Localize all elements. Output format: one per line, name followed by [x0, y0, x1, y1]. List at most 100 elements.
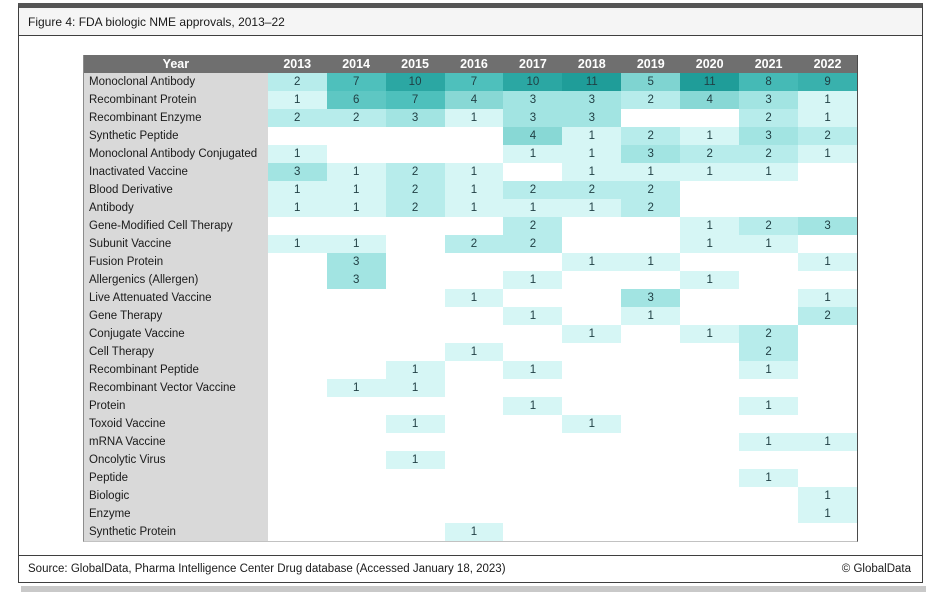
heatmap-row: Blood Derivative 1 1 2 1 2 2 2 — [84, 181, 857, 199]
heatmap-cell: 1 — [267, 199, 327, 217]
heatmap-cell — [562, 271, 622, 289]
heatmap-cell — [385, 325, 445, 343]
year-column-header: 2021 — [739, 55, 799, 73]
heatmap-cell — [444, 505, 504, 523]
heatmap-cell — [503, 289, 563, 307]
heatmap-cell: 1 — [326, 181, 386, 199]
heatmap-row: Recombinant Protein 1 6 7 4 3 3 2 4 3 1 — [84, 91, 857, 109]
heatmap-cell — [326, 505, 386, 523]
heatmap-cell — [267, 271, 327, 289]
heatmap-cell — [444, 487, 504, 505]
year-column-header: 2014 — [326, 55, 386, 73]
row-label: Enzyme — [84, 505, 268, 523]
heatmap-cell — [562, 361, 622, 379]
heatmap-cell — [267, 523, 327, 541]
heatmap-cell — [680, 469, 740, 487]
heatmap-row: Protein 1 1 — [84, 397, 857, 415]
heatmap-cell — [267, 415, 327, 433]
heatmap-cell — [503, 523, 563, 541]
heatmap-row: Enzyme 1 — [84, 505, 857, 523]
heatmap-cell — [326, 145, 386, 163]
heatmap-cell — [326, 487, 386, 505]
heatmap-cell — [267, 253, 327, 271]
heatmap-cell: 2 — [562, 181, 622, 199]
heatmap-cell — [385, 487, 445, 505]
heatmap-cell — [562, 505, 622, 523]
heatmap-cell — [267, 127, 327, 145]
row-label: Peptide — [84, 469, 268, 487]
heatmap-cell — [444, 253, 504, 271]
heatmap-cell — [680, 451, 740, 469]
heatmap-cell: 4 — [503, 127, 563, 145]
year-corner-header: Year — [84, 55, 268, 73]
heatmap-cell: 1 — [267, 145, 327, 163]
heatmap-cell: 1 — [267, 91, 327, 109]
year-column-header: 2017 — [503, 55, 563, 73]
row-label: Antibody — [84, 199, 268, 217]
heatmap-cell — [326, 307, 386, 325]
heatmap-cell — [385, 343, 445, 361]
heatmap-cell: 5 — [621, 73, 681, 91]
heatmap-cell — [503, 379, 563, 397]
heatmap-row: Recombinant Peptide 1 1 1 — [84, 361, 857, 379]
heatmap-cell — [562, 343, 622, 361]
heatmap-cell — [444, 307, 504, 325]
heatmap-cell: 1 — [562, 145, 622, 163]
heatmap-cell: 1 — [798, 505, 857, 523]
row-label: Gene Therapy — [84, 307, 268, 325]
heatmap-cell — [326, 451, 386, 469]
heatmap-row: Synthetic Peptide 4 1 2 1 3 2 — [84, 127, 857, 145]
heatmap-cell: 1 — [739, 163, 799, 181]
heatmap-cell: 1 — [326, 235, 386, 253]
heatmap-cell — [503, 343, 563, 361]
heatmap-cell — [444, 415, 504, 433]
heatmap-cell: 1 — [444, 199, 504, 217]
heatmap-cell: 1 — [444, 343, 504, 361]
heatmap-cell — [798, 199, 857, 217]
heatmap-row: Subunit Vaccine 1 1 2 2 1 1 — [84, 235, 857, 253]
heatmap-cell — [503, 487, 563, 505]
heatmap-cell — [503, 163, 563, 181]
row-label: Protein — [84, 397, 268, 415]
row-label: Fusion Protein — [84, 253, 268, 271]
heatmap-cell — [267, 379, 327, 397]
heatmap-cell: 3 — [503, 109, 563, 127]
heatmap-cell: 1 — [798, 145, 857, 163]
heatmap-cell: 3 — [267, 163, 327, 181]
heatmap-cell — [503, 253, 563, 271]
heatmap-row: Inactivated Vaccine 3 1 2 1 1 1 1 1 — [84, 163, 857, 181]
heatmap-cell — [503, 505, 563, 523]
heatmap-cell: 2 — [739, 343, 799, 361]
heatmap-row: Conjugate Vaccine 1 1 2 — [84, 325, 857, 343]
heatmap-cell — [680, 379, 740, 397]
heatmap-cell — [739, 523, 799, 541]
heatmap-cell — [621, 325, 681, 343]
heatmap-cell: 1 — [680, 235, 740, 253]
heatmap-cell — [326, 325, 386, 343]
heatmap-cell: 7 — [444, 73, 504, 91]
row-label: Gene-Modified Cell Therapy — [84, 217, 268, 235]
heatmap-cell — [680, 397, 740, 415]
heatmap-cell — [798, 469, 857, 487]
heatmap-cell — [562, 217, 622, 235]
row-label: Allergenics (Allergen) — [84, 271, 268, 289]
heatmap-cell — [621, 433, 681, 451]
heatmap-cell: 2 — [739, 109, 799, 127]
heatmap-cell: 1 — [444, 109, 504, 127]
heatmap-cell — [385, 289, 445, 307]
heatmap-row: Peptide 1 — [84, 469, 857, 487]
heatmap-cell — [267, 469, 327, 487]
row-label: Blood Derivative — [84, 181, 268, 199]
heatmap-cell — [385, 469, 445, 487]
heatmap-row: Toxoid Vaccine 1 1 — [84, 415, 857, 433]
heatmap-cell — [621, 487, 681, 505]
row-label: mRNA Vaccine — [84, 433, 268, 451]
heatmap-cell: 1 — [680, 127, 740, 145]
heatmap-cell — [267, 487, 327, 505]
heatmap-cell: 1 — [798, 289, 857, 307]
heatmap-cell — [326, 397, 386, 415]
heatmap-cell: 1 — [562, 127, 622, 145]
heatmap-cell: 1 — [503, 145, 563, 163]
heatmap-cell — [503, 451, 563, 469]
heatmap-row: Antibody 1 1 2 1 1 1 2 — [84, 199, 857, 217]
